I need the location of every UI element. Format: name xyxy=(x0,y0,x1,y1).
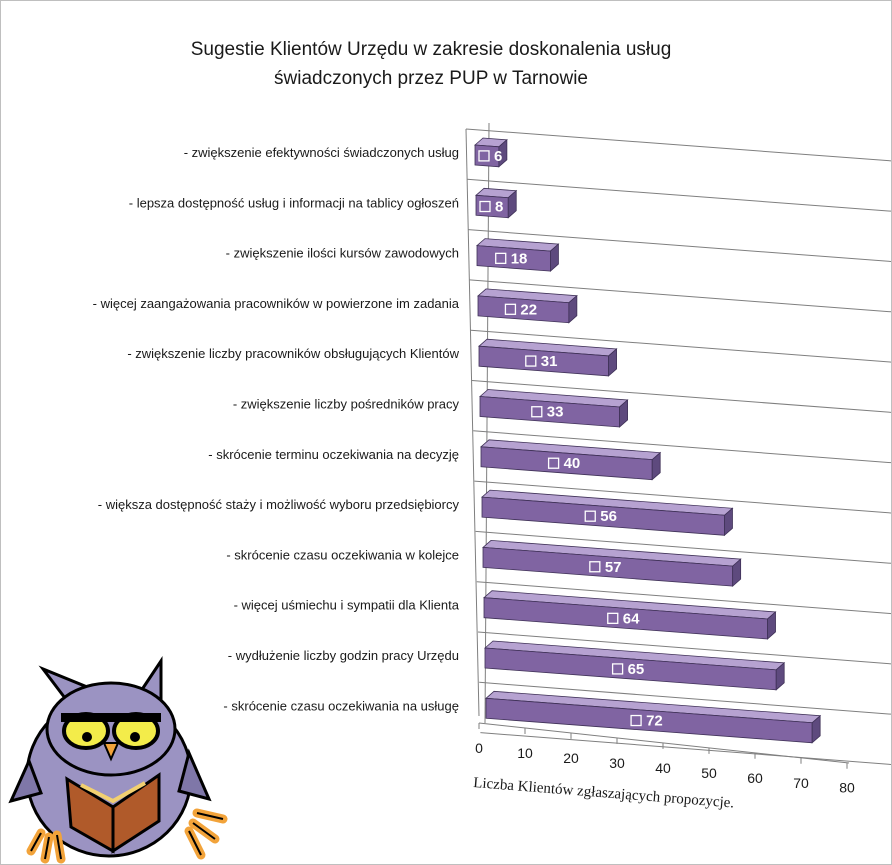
value-marker-icon xyxy=(584,510,596,522)
gridline xyxy=(468,229,891,262)
bar: 8 xyxy=(475,187,518,219)
x-tick-label: 0 xyxy=(475,740,483,756)
bar: 33 xyxy=(479,389,629,428)
x-tick-label: 30 xyxy=(609,755,625,771)
bar-side-face xyxy=(550,243,559,272)
value-marker-icon xyxy=(589,561,601,573)
x-tick-label: 70 xyxy=(793,775,809,791)
gridline xyxy=(480,732,891,765)
owl-reading-book-icon xyxy=(8,656,228,864)
bar-side-face xyxy=(507,189,517,219)
value-marker-icon xyxy=(611,663,624,675)
value-marker-icon xyxy=(531,406,543,418)
category-label: - wydłużenie liczby godzin pracy Urzędu xyxy=(228,648,459,663)
category-label: - zwiększenie efektywności świadczonych … xyxy=(184,145,459,160)
gridline xyxy=(465,128,891,162)
category-label: - zwiększenie ilości kursów zawodowych xyxy=(226,246,459,261)
bar: 57 xyxy=(482,539,742,588)
value-label: 64 xyxy=(623,610,640,627)
x-axis-ticks: 0 10 20 30 40 50 60 70 80 xyxy=(475,723,855,796)
gridline xyxy=(479,681,891,715)
category-label: - większa dostępność staży i możliwość w… xyxy=(98,497,460,512)
chart-title-line-2: świadczonych przez PUP w Tarnowie xyxy=(274,68,588,89)
bar-side-face xyxy=(568,294,578,324)
bar: 6 xyxy=(474,137,508,168)
value-label: 31 xyxy=(541,353,558,370)
value-marker-icon xyxy=(495,252,507,265)
category-label: - skrócenie terminu oczekiwania na decyz… xyxy=(208,447,459,462)
bar: 40 xyxy=(480,439,662,481)
bar-side-face xyxy=(767,611,776,640)
x-tick-label: 20 xyxy=(563,750,579,766)
value-marker-icon xyxy=(504,303,517,315)
gridline xyxy=(473,430,891,464)
x-axis-line xyxy=(478,722,850,764)
value-label: 6 xyxy=(494,148,502,165)
gridline xyxy=(477,631,891,665)
category-label: - skrócenie czasu oczekiwania w kolejce xyxy=(226,547,459,562)
gridline xyxy=(474,480,891,514)
bar-front-face xyxy=(475,194,509,219)
category-label: - skrócenie czasu oczekiwania na usługę xyxy=(223,698,459,713)
bar-side-face xyxy=(651,451,661,481)
category-label: - więcej uśmiechu i sympatii dla Klienta xyxy=(234,598,460,613)
value-label: 18 xyxy=(511,250,528,267)
gridline xyxy=(475,530,891,564)
value-marker-icon xyxy=(479,200,491,213)
value-label: 56 xyxy=(600,508,617,525)
value-marker-icon xyxy=(525,355,537,367)
bar-side-face xyxy=(619,399,628,428)
gridline xyxy=(469,279,891,313)
bar: 22 xyxy=(477,288,578,324)
bar: 64 xyxy=(483,590,777,640)
chart-title: Sugestie Klientów Urzędu w zakresie dosk… xyxy=(151,35,711,93)
gridline xyxy=(471,380,891,413)
bar-side-face xyxy=(775,661,785,691)
axis-wall-edge xyxy=(484,122,490,724)
x-axis-title: Liczba Klientów zgłaszających propozycje… xyxy=(473,775,735,811)
value-label: 40 xyxy=(564,455,581,472)
value-marker-icon xyxy=(630,714,642,727)
bar: 18 xyxy=(476,238,560,272)
chart-title-line-1: Sugestie Klientów Urzędu w zakresie dosk… xyxy=(190,39,672,60)
bar-side-face xyxy=(732,558,742,588)
value-marker-icon xyxy=(547,457,560,469)
x-tick-label: 50 xyxy=(701,765,717,781)
grid-layer xyxy=(465,122,891,765)
bars: 6 8 18 22 31 33 40 56 57 64 65 72 xyxy=(474,137,822,744)
axis-wall-edge xyxy=(465,128,480,717)
value-label: 33 xyxy=(547,404,564,421)
value-marker-icon xyxy=(478,150,490,162)
value-label: 57 xyxy=(605,559,622,576)
x-tick-label: 60 xyxy=(747,770,763,786)
category-label: - lepsza dostępność usług i informacji n… xyxy=(129,195,459,210)
bar-side-face xyxy=(498,138,508,168)
value-label: 72 xyxy=(646,713,663,730)
category-labels: - zwiększenie efektywności świadczonych … xyxy=(93,145,460,713)
value-label: 22 xyxy=(520,301,537,318)
value-label: 8 xyxy=(495,199,503,216)
bar: 56 xyxy=(481,489,734,537)
category-label: - więcej zaangażowania pracowników w pow… xyxy=(93,296,460,311)
x-tick-label: 40 xyxy=(655,760,671,776)
bar: 31 xyxy=(478,338,618,377)
bar: 72 xyxy=(485,690,822,744)
bar: 65 xyxy=(484,640,786,691)
x-tick-label: 10 xyxy=(517,745,533,761)
category-label: - zwiększenie liczby pracowników obsługu… xyxy=(127,346,459,361)
gridline xyxy=(467,178,891,212)
value-label: 65 xyxy=(628,661,645,678)
bar-side-face xyxy=(724,507,733,537)
bar-side-face xyxy=(608,348,617,377)
category-label: - zwiększenie liczby pośredników pracy xyxy=(233,397,460,412)
bar-side-face xyxy=(811,714,821,744)
value-marker-icon xyxy=(607,612,619,624)
gridline xyxy=(476,581,891,615)
x-tick-label: 80 xyxy=(839,780,855,796)
gridline xyxy=(470,329,891,363)
